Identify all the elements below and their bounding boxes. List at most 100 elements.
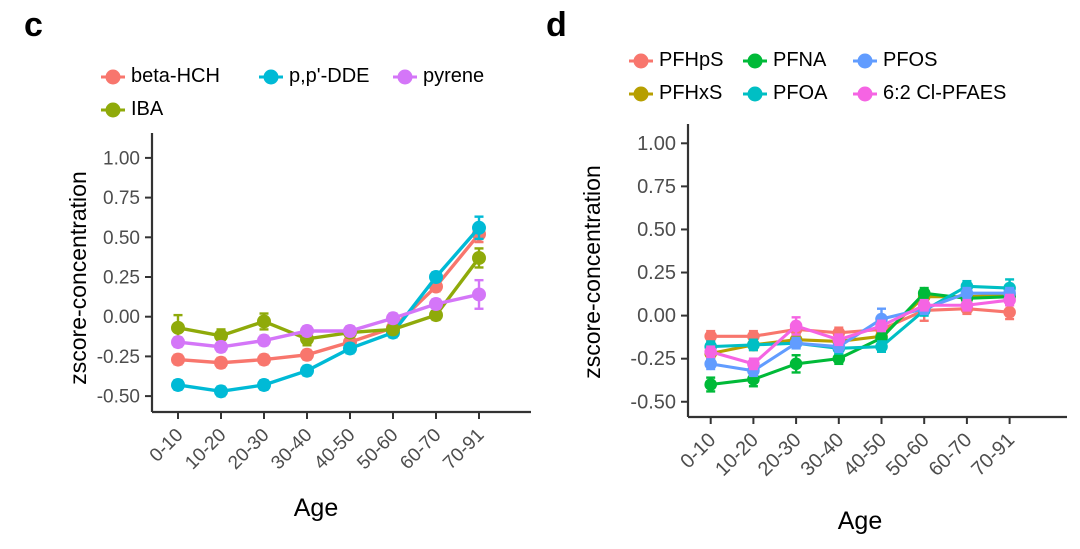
y-tick-label: 0.50	[637, 219, 676, 241]
data-point	[875, 319, 888, 333]
legend-item-pfhxs: PFHxS	[628, 82, 742, 105]
data-point	[875, 340, 888, 353]
legend-item-pfoa: PFOA	[742, 82, 852, 105]
y-tick-label: 0.75	[103, 188, 140, 209]
y-tick-label: 0.75	[637, 176, 676, 198]
legend-label: PFOA	[773, 82, 828, 104]
x-tick-label: 60-70	[396, 425, 445, 474]
legend-label: beta-HCH	[131, 65, 220, 87]
legend-item-iba: IBA	[100, 98, 258, 121]
legend-label: 6:2 Cl-PFAES	[883, 82, 1007, 104]
y-tick-label: 0.25	[637, 262, 676, 284]
data-point	[214, 328, 228, 343]
data-point	[917, 298, 931, 312]
legend-panel-c: beta-HCH p,p'-DDE pyrene IBA	[100, 60, 484, 126]
data-point	[343, 341, 357, 356]
legend-item-6-2-cl-pfaes: 6:2 Cl-PFAES	[852, 82, 1006, 105]
data-point	[789, 336, 803, 350]
data-point	[429, 270, 443, 284]
series-line	[710, 298, 1010, 366]
legend-key-icon	[101, 69, 125, 84]
legend-label: PFHxS	[659, 82, 723, 104]
data-point	[704, 357, 717, 371]
legend-key-icon	[853, 53, 877, 68]
y-axis-title: zscore-concentration	[65, 171, 91, 385]
legend-row: IBA	[100, 93, 484, 126]
x-tick-label: 30-40	[797, 429, 849, 481]
x-tick-label: 20-30	[754, 429, 806, 481]
x-tick-label: 50-60	[882, 429, 934, 481]
data-point	[214, 355, 228, 370]
legend-row: PFHpS PFNA PFOS	[628, 44, 1006, 77]
y-tick-label: 1.00	[637, 133, 676, 155]
x-tick-label: 70-91	[967, 429, 1019, 481]
x-axis-title: Age	[838, 507, 882, 535]
data-point	[472, 287, 486, 302]
data-point	[386, 322, 400, 337]
data-point	[1003, 293, 1016, 307]
x-tick-label: 70-91	[439, 425, 488, 474]
x-axis-title: Age	[294, 494, 338, 522]
legend-item-beta-hch: beta-HCH	[100, 65, 258, 88]
x-tick-label: 10-20	[181, 425, 230, 474]
legend-key-icon	[629, 86, 653, 101]
data-point	[386, 311, 400, 326]
data-point	[429, 308, 443, 323]
legend-key-icon	[629, 53, 653, 68]
data-point	[917, 286, 931, 300]
series-6-2-cl-pfaes	[704, 293, 1016, 371]
legend-label: PFOS	[883, 49, 938, 71]
data-point	[257, 352, 271, 367]
panel-letter-c: c	[24, 6, 43, 44]
series-line	[177, 233, 481, 365]
data-point	[472, 220, 486, 235]
data-point	[704, 329, 717, 343]
y-tick-label: -0.50	[97, 387, 140, 408]
x-tick-label: 60-70	[925, 429, 977, 481]
data-point	[960, 286, 974, 300]
data-point	[171, 352, 185, 367]
data-point	[429, 296, 443, 311]
data-point	[300, 347, 314, 362]
y-tick-label: -0.50	[630, 391, 676, 413]
data-point	[789, 357, 803, 371]
y-tick-label: -0.25	[630, 348, 676, 370]
series-line	[177, 256, 481, 341]
series-pyrene	[171, 278, 486, 354]
y-tick-label: 0.00	[103, 307, 140, 328]
data-point	[214, 384, 228, 399]
legend-item-pfna: PFNA	[742, 49, 852, 72]
data-point	[171, 335, 185, 350]
panel-letter-d: d	[546, 6, 567, 44]
data-point	[257, 314, 271, 329]
x-tick-label: 40-50	[839, 429, 891, 481]
legend-item-pyrene: pyrene	[392, 65, 484, 88]
legend-label: PFHpS	[659, 49, 724, 71]
data-point	[1003, 305, 1016, 319]
panel-d-plot: 1.000.750.500.250.00-0.25-0.500-1010-202…	[579, 124, 1067, 535]
series-line	[177, 292, 480, 349]
data-point	[789, 319, 803, 333]
data-point	[171, 377, 185, 392]
panel-c-plot: 1.000.750.500.250.00-0.25-0.500-1010-202…	[65, 133, 531, 522]
x-tick-label: 30-40	[267, 425, 316, 474]
data-point	[300, 363, 314, 378]
data-point	[343, 323, 357, 338]
legend-row: PFHxS PFOA 6:2 Cl-PFAES	[628, 77, 1006, 110]
x-tick-label: 20-30	[224, 425, 273, 474]
data-point	[257, 377, 271, 392]
x-tick-label: 40-50	[310, 425, 359, 474]
legend-item-pfos: PFOS	[852, 49, 1006, 72]
legend-item-p-p-dde: p,p'-DDE	[258, 65, 392, 88]
series-line	[177, 226, 481, 394]
data-point	[747, 338, 760, 352]
legend-label: PFNA	[773, 49, 827, 71]
y-axis-title: zscore-concentration	[579, 165, 605, 379]
legend-key-icon	[259, 69, 283, 84]
legend-key-icon	[743, 86, 767, 101]
x-tick-label: 50-60	[353, 425, 402, 474]
legend-row: beta-HCH p,p'-DDE pyrene	[100, 60, 484, 93]
data-point	[300, 323, 314, 338]
legend-label: IBA	[131, 98, 164, 120]
series-line	[710, 284, 1010, 350]
